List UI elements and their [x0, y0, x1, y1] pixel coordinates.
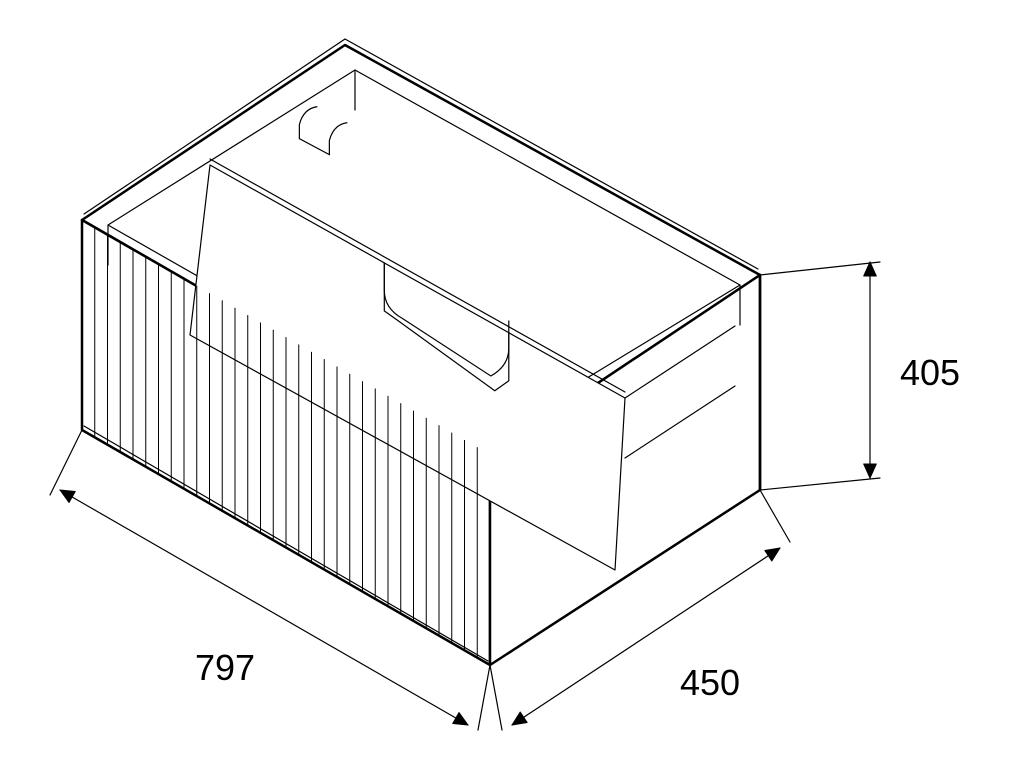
- cabinet-isometric: [82, 39, 760, 665]
- dimension-width-label: 797: [195, 647, 255, 688]
- dimension-depth-label: 450: [680, 662, 740, 703]
- dimension-height-label: 405: [900, 352, 960, 393]
